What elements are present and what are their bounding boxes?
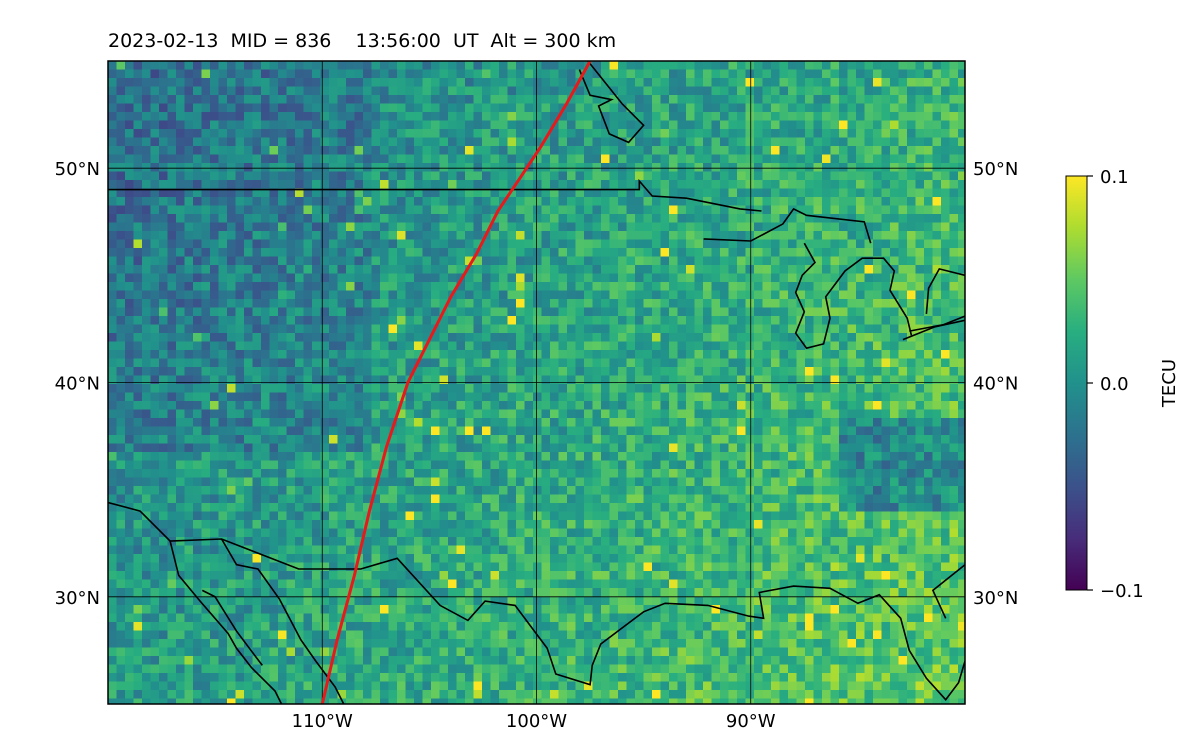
lat-label-left: 50°N	[55, 159, 100, 180]
lat-label-left: 40°N	[55, 374, 100, 395]
map-frame	[107, 60, 966, 705]
lon-labels-bottom: 110°W 100°W 90°W	[292, 711, 776, 732]
colorbar-ticks: 0.1 0.0 −0.1	[1087, 167, 1144, 602]
lat-label-right: 30°N	[973, 588, 1018, 609]
colorbar: 0.1 0.0 −0.1 TECU	[1065, 167, 1180, 602]
satellite-track	[320, 61, 592, 704]
lat-labels-left: 50°N 40°N 30°N	[55, 159, 100, 609]
lon-label: 90°W	[726, 711, 776, 732]
graticule	[108, 61, 965, 704]
lat-labels-right: 50°N 40°N 30°N	[973, 159, 1018, 609]
lat-label-right: 40°N	[973, 374, 1018, 395]
colorbar-tick-label: −0.1	[1100, 581, 1144, 602]
lon-label: 100°W	[506, 711, 567, 732]
map-title: 2023-02-13 MID = 836 13:56:00 UT Alt = 3…	[108, 30, 617, 52]
lat-label-left: 30°N	[55, 588, 100, 609]
colorbar-gradient	[1065, 175, 1088, 591]
lon-label: 110°W	[292, 711, 353, 732]
lat-label-right: 50°N	[973, 159, 1018, 180]
tec-raster	[108, 61, 965, 704]
colorbar-tick-label: 0.0	[1100, 374, 1129, 395]
coastlines	[108, 61, 965, 704]
colorbar-tick-label: 0.1	[1100, 167, 1129, 188]
colorbar-label: TECU	[1159, 359, 1180, 408]
